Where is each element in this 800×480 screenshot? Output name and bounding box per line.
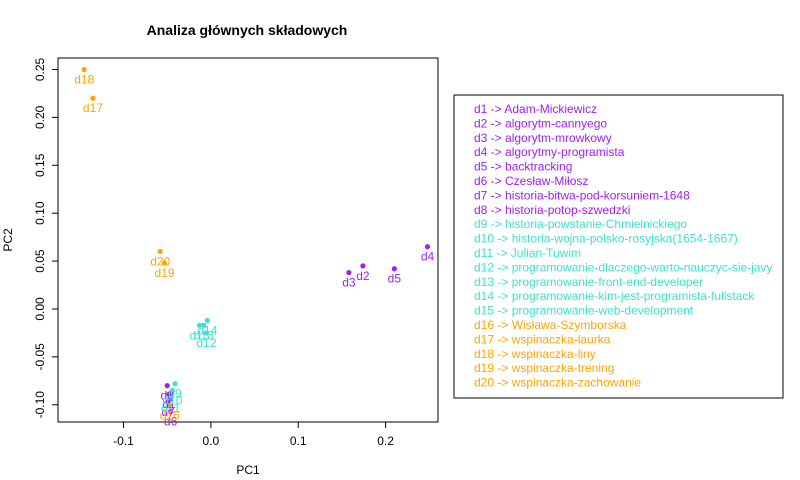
point-d10 — [169, 387, 176, 393]
point-label-d17: d17 — [83, 101, 103, 115]
x-axis: -0.1 0.0 0.1 0.2 — [113, 422, 394, 448]
y-tick-label: -0.05 — [33, 343, 47, 371]
point-label-d15: d15 — [190, 328, 210, 342]
y-tick-label: 0.05 — [33, 249, 47, 273]
point-d3 — [346, 269, 352, 276]
legend-entry: d18 -> wspinaczka-liny — [474, 347, 596, 361]
legend-entry: d19 -> wspinaczka-trening — [474, 361, 614, 375]
y-tick-label: -0.10 — [33, 391, 47, 419]
point-label-d6: d6 — [164, 414, 178, 428]
point-label-d5: d5 — [388, 272, 402, 286]
point-d5 — [391, 266, 397, 272]
point-label-d16: d16 — [160, 409, 180, 423]
legend-entry: d14 -> programowanie-kim-jest-programist… — [474, 289, 755, 303]
legend-entry: d11 -> Julian-Tuwim — [474, 246, 581, 260]
point-label-d11: d11 — [161, 401, 180, 415]
point-label-d14: d14 — [197, 323, 217, 337]
x-tick-label: -0.1 — [113, 434, 134, 448]
point-d12 — [203, 330, 210, 336]
y-tick-label: 0.00 — [33, 297, 47, 321]
point-d4 — [424, 244, 431, 250]
point-label-d10: d10 — [162, 393, 182, 407]
legend-box — [453, 94, 784, 399]
point-d11 — [168, 395, 174, 401]
point-d16 — [167, 403, 173, 409]
y-tick-label: 0.25 — [33, 57, 47, 81]
y-tick-label: 0.15 — [33, 153, 47, 177]
x-tick-label: 0.0 — [203, 434, 220, 448]
y-axis: -0.10 -0.05 0.00 0.05 0.10 0.15 0.20 0.25 — [33, 57, 58, 418]
point-label-d1: d1 — [162, 397, 176, 411]
point-label-d19: d19 — [155, 266, 175, 280]
x-tick-label: 0.1 — [290, 434, 307, 448]
chart-title: Analiza głównych składowych — [147, 22, 348, 38]
x-tick-label: 0.2 — [377, 434, 394, 448]
point-d13 — [201, 322, 207, 328]
point-d20 — [157, 248, 163, 255]
legend-entry: d8 -> historia-potop-szwedzki — [474, 203, 630, 217]
legend-entry: d10 -> historia-wojna-polsko-rosyjska(16… — [474, 232, 738, 246]
point-label-d3: d3 — [342, 276, 356, 290]
point-d2 — [360, 263, 366, 269]
legend-entry: d2 -> algorytm-cannyego — [474, 116, 607, 130]
point-label-d9: d9 — [168, 387, 182, 401]
legend-entry: d17 -> wspinaczka-laurka — [474, 332, 611, 346]
plot-frame — [57, 57, 439, 423]
x-axis-label: PC1 — [236, 463, 260, 477]
point-d8 — [164, 383, 170, 389]
y-tick-label: 0.20 — [33, 105, 47, 129]
point-d9 — [172, 381, 178, 387]
point-label-d13: d13 — [194, 328, 214, 342]
point-d18 — [81, 66, 87, 73]
point-d15 — [196, 322, 203, 328]
y-tick-label: 0.10 — [33, 201, 47, 225]
point-label-d4: d4 — [421, 250, 435, 264]
point-d6 — [168, 408, 174, 415]
legend-entry: d7 -> historia-bitwa-pod-korsuniem-1648 — [474, 188, 690, 202]
legend-entry: d6 -> Czesław-Miłosz — [474, 174, 588, 188]
point-label-d8: d8 — [161, 389, 175, 403]
legend-entry: d12 -> programowanie-dlaczego-warto-nauc… — [474, 260, 772, 274]
point-label-d12: d12 — [196, 336, 216, 350]
point-d19 — [161, 260, 168, 266]
legend-entry: d16 -> Wisława-Szymborska — [474, 318, 627, 332]
point-d17 — [90, 95, 96, 101]
y-axis-label: PC2 — [1, 228, 15, 252]
legend-entry: d3 -> algorytm-mrowkowy — [474, 131, 612, 145]
legend-entry: d15 -> programowanie-web-development — [474, 304, 694, 318]
legend-entry: d1 -> Adam-Mickiewicz — [474, 102, 597, 116]
legend-entry: d9 -> historia-powstanie-Chmielnickiego — [474, 217, 687, 231]
data-points — [81, 66, 431, 415]
point-label-d20: d20 — [150, 254, 170, 268]
legend-entry: d13 -> programowanie-front-end-developer — [474, 275, 703, 289]
point-label-d2: d2 — [356, 269, 370, 283]
point-label-d7: d7 — [161, 405, 175, 419]
point-label-d18: d18 — [74, 72, 94, 86]
legend-entry: d20 -> wspinaczka-zachowanie — [474, 376, 641, 390]
legend-entry: d4 -> algorytmy-programista — [474, 145, 625, 159]
legend-entry: d5 -> backtracking — [474, 160, 572, 174]
point-d14 — [204, 317, 210, 324]
